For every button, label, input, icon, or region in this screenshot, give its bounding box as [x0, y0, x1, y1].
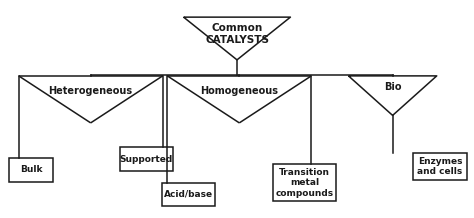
Text: Bulk: Bulk	[20, 165, 43, 174]
Text: Transition
metal
compounds: Transition metal compounds	[275, 168, 333, 198]
FancyBboxPatch shape	[273, 164, 336, 201]
Text: Common
CATALYSTS: Common CATALYSTS	[205, 23, 269, 45]
Text: Bio: Bio	[384, 82, 401, 92]
Text: Acid/base: Acid/base	[164, 190, 213, 199]
FancyBboxPatch shape	[9, 158, 53, 182]
FancyBboxPatch shape	[162, 183, 215, 206]
FancyBboxPatch shape	[413, 153, 467, 180]
Text: Homogeneous: Homogeneous	[201, 86, 278, 96]
Text: Enzymes
and cells: Enzymes and cells	[418, 157, 463, 176]
FancyBboxPatch shape	[120, 147, 173, 171]
Text: Supported: Supported	[120, 155, 173, 164]
Text: Heterogeneous: Heterogeneous	[49, 86, 133, 96]
